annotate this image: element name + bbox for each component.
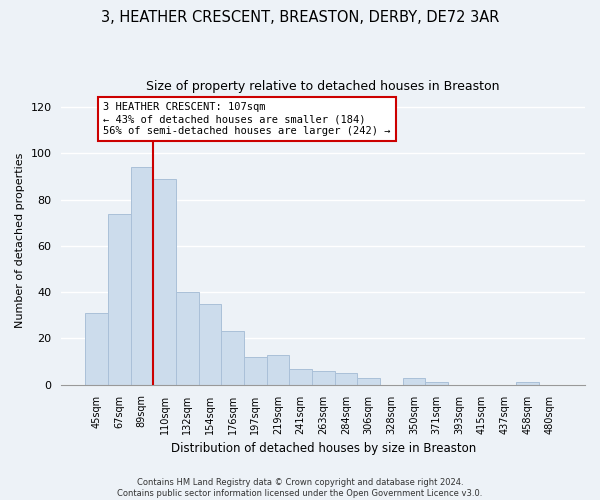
- Bar: [425, 382, 448, 384]
- Bar: [266, 354, 289, 384]
- Bar: [221, 332, 244, 384]
- Bar: [199, 304, 221, 384]
- Bar: [289, 368, 312, 384]
- Text: 3 HEATHER CRESCENT: 107sqm
← 43% of detached houses are smaller (184)
56% of sem: 3 HEATHER CRESCENT: 107sqm ← 43% of deta…: [103, 102, 391, 136]
- Bar: [108, 214, 131, 384]
- Bar: [357, 378, 380, 384]
- Text: Contains HM Land Registry data © Crown copyright and database right 2024.
Contai: Contains HM Land Registry data © Crown c…: [118, 478, 482, 498]
- Bar: [176, 292, 199, 384]
- Y-axis label: Number of detached properties: Number of detached properties: [15, 152, 25, 328]
- Bar: [312, 371, 335, 384]
- Bar: [131, 168, 153, 384]
- Text: 3, HEATHER CRESCENT, BREASTON, DERBY, DE72 3AR: 3, HEATHER CRESCENT, BREASTON, DERBY, DE…: [101, 10, 499, 25]
- X-axis label: Distribution of detached houses by size in Breaston: Distribution of detached houses by size …: [170, 442, 476, 455]
- Bar: [244, 357, 266, 384]
- Bar: [403, 378, 425, 384]
- Bar: [153, 179, 176, 384]
- Bar: [85, 313, 108, 384]
- Bar: [335, 373, 357, 384]
- Bar: [516, 382, 539, 384]
- Title: Size of property relative to detached houses in Breaston: Size of property relative to detached ho…: [146, 80, 500, 93]
